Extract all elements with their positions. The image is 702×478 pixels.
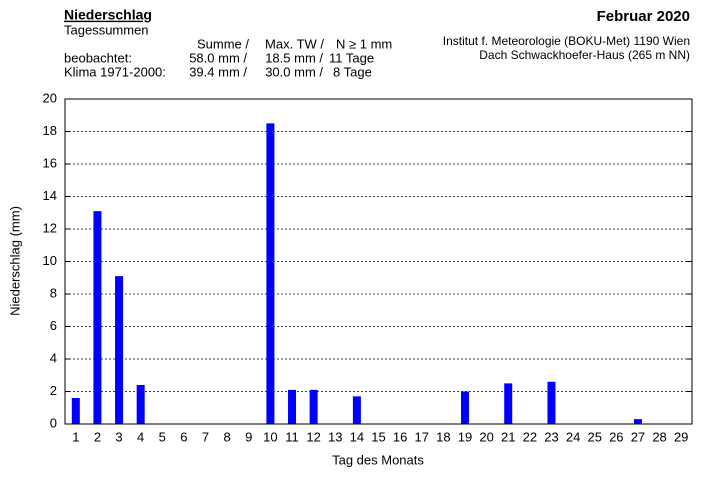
x-tick-label: 4 <box>137 429 144 444</box>
x-axis-label: Tag des Monats <box>332 452 424 467</box>
x-tick-label: 28 <box>652 429 666 444</box>
y-tick-label: 20 <box>43 90 57 105</box>
stats-value: 39.4 mm / <box>189 64 247 79</box>
y-axis-label: Niederschlag (mm) <box>7 206 22 316</box>
x-tick-label: 13 <box>328 429 342 444</box>
x-tick-label: 16 <box>393 429 407 444</box>
chart-title: Niederschlag <box>64 7 152 23</box>
stats-value: 18.5 mm / <box>265 50 323 65</box>
bar <box>136 385 145 424</box>
x-tick-label: 7 <box>202 429 209 444</box>
x-tick-label: 8 <box>224 429 231 444</box>
x-tick-label: 12 <box>306 429 320 444</box>
x-tick-label: 29 <box>674 429 688 444</box>
chart-subtitle: Tagessummen <box>64 22 149 37</box>
bar <box>547 381 556 424</box>
y-tick-label: 6 <box>50 318 57 333</box>
bar <box>309 389 318 424</box>
bar <box>93 211 102 424</box>
x-tick-label: 27 <box>631 429 645 444</box>
x-tick-label: 26 <box>609 429 623 444</box>
y-tick-label: 2 <box>50 383 57 398</box>
x-tick-label: 20 <box>479 429 493 444</box>
stats-value: 58.0 mm / <box>189 50 247 65</box>
stats-label: Klima 1971-2000: <box>64 64 166 79</box>
institute: Institut f. Meteorologie (BOKU-Met) 1190… <box>443 34 690 48</box>
x-tick-label: 1 <box>72 429 79 444</box>
x-tick-label: 5 <box>159 429 166 444</box>
stats-header: Summe / <box>197 36 249 51</box>
stats-value: 11 Tage <box>329 50 374 65</box>
x-tick-label: 10 <box>263 429 277 444</box>
x-tick-label: 21 <box>501 429 515 444</box>
bar <box>352 396 361 424</box>
stats-value: 8 Tage <box>333 64 372 79</box>
x-tick-label: 25 <box>587 429 601 444</box>
x-tick-label: 24 <box>566 429 580 444</box>
x-tick-label: 9 <box>245 429 252 444</box>
bar <box>288 389 297 424</box>
y-tick-label: 16 <box>43 155 57 170</box>
bar <box>633 419 642 424</box>
x-tick-label: 6 <box>180 429 187 444</box>
y-tick-label: 10 <box>43 253 57 268</box>
stats-label: beobachtet: <box>64 50 132 65</box>
period: Februar 2020 <box>597 8 690 25</box>
x-tick-label: 15 <box>371 429 385 444</box>
x-tick-label: 23 <box>544 429 558 444</box>
x-tick-label: 11 <box>285 429 299 444</box>
bar <box>460 391 469 424</box>
y-tick-label: 14 <box>43 188 57 203</box>
y-tick-label: 4 <box>50 350 57 365</box>
y-tick-label: 0 <box>50 415 57 430</box>
x-tick-label: 3 <box>115 429 122 444</box>
stats-value: 30.0 mm / <box>265 64 323 79</box>
bar <box>115 276 124 424</box>
y-tick-label: 18 <box>43 123 57 138</box>
x-tick-label: 22 <box>523 429 537 444</box>
bar <box>504 383 513 424</box>
x-tick-label: 17 <box>415 429 429 444</box>
x-tick-label: 14 <box>350 429 364 444</box>
plot-frame <box>64 98 693 425</box>
x-tick-label: 2 <box>94 429 101 444</box>
bar <box>266 123 275 424</box>
institute: Dach Schwackhoefer-Haus (265 m NN) <box>479 48 690 62</box>
x-tick-label: 18 <box>436 429 450 444</box>
stats-header: Max. TW / <box>265 36 324 51</box>
bar <box>71 398 80 424</box>
stats-header: N ≥ 1 mm <box>336 36 392 51</box>
y-tick-label: 12 <box>43 220 57 235</box>
x-tick-label: 19 <box>458 429 472 444</box>
y-tick-label: 8 <box>50 285 57 300</box>
